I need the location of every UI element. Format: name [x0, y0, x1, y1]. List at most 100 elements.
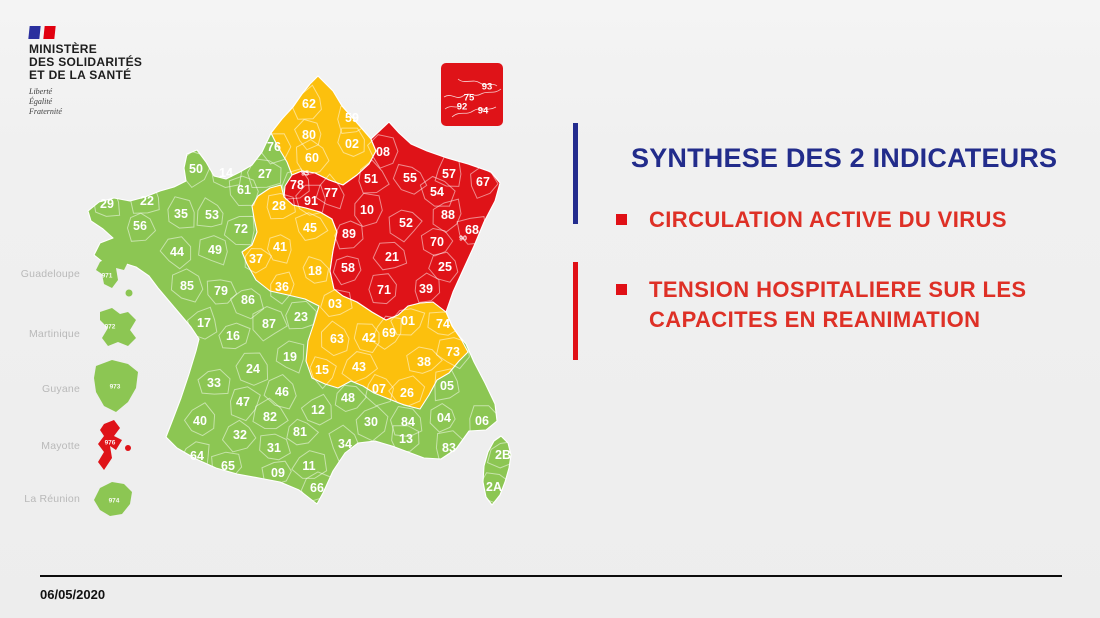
department-label-43: 43 — [352, 360, 366, 374]
department-label-85: 85 — [180, 279, 194, 293]
department-border — [294, 212, 329, 241]
department-border — [270, 271, 295, 305]
department-label-58: 58 — [341, 261, 355, 275]
department-border — [259, 433, 291, 461]
department-label-74: 74 — [436, 317, 450, 331]
inset-label-93: 93 — [482, 82, 493, 93]
department-label-63: 63 — [330, 332, 344, 346]
department-border — [406, 346, 443, 374]
department-label-21: 21 — [385, 250, 399, 264]
department-label-84: 84 — [401, 415, 415, 429]
ministry-name-line: DES SOLIDARITÉS — [29, 55, 143, 69]
department-label-17: 17 — [197, 316, 211, 330]
motto-line: Fraternité — [29, 107, 62, 116]
overseas-label-971: Guadeloupe — [20, 268, 80, 280]
department-border — [334, 384, 368, 413]
department-label-87: 87 — [262, 317, 276, 331]
department-border — [291, 450, 328, 479]
department-border — [315, 173, 345, 210]
overseas-numbers: 971 972 973 976 974 — [102, 273, 121, 505]
department-border — [228, 175, 259, 207]
department-border — [419, 175, 456, 207]
department-label-30: 30 — [364, 415, 378, 429]
bullet-text: CIRCULATION ACTIVE DU VIRUS — [649, 207, 1007, 232]
department-label-32: 32 — [233, 428, 247, 442]
department-label-22: 22 — [140, 194, 154, 208]
department-border — [229, 386, 261, 422]
department-border — [334, 220, 364, 250]
department-border — [368, 273, 397, 305]
department-border — [388, 209, 423, 243]
department-label-01: 01 — [401, 314, 415, 328]
department-border — [295, 184, 326, 216]
overseas-number-976: 976 — [105, 440, 116, 447]
department-label-12: 12 — [311, 403, 325, 417]
department-border — [252, 305, 288, 342]
overseas-number-974: 974 — [109, 498, 120, 505]
department-label-41: 41 — [273, 240, 287, 254]
department-label-79: 79 — [214, 284, 228, 298]
overseas-shape-guyane — [94, 360, 138, 412]
department-label-27: 27 — [258, 167, 272, 181]
department-border — [434, 368, 460, 402]
ministry-name: MINISTÈRE DES SOLIDARITÉS ET DE LA SANTÉ — [29, 43, 142, 82]
slide-date: 06/05/2020 — [40, 587, 106, 602]
department-label-38: 38 — [417, 355, 431, 369]
overseas-shape-mayotte — [98, 420, 122, 470]
department-border — [320, 288, 353, 318]
department-label-40: 40 — [193, 414, 207, 428]
department-label-25: 25 — [438, 260, 452, 274]
ministry-name-line: ET DE LA SANTÉ — [29, 68, 132, 82]
motto-line: Égalité — [29, 97, 53, 106]
department-label-16: 16 — [226, 329, 240, 343]
overseas-label-972: Martinique — [28, 328, 80, 340]
department-border — [246, 158, 282, 189]
department-border — [229, 288, 265, 320]
overseas-number-973: 973 — [110, 384, 121, 391]
department-label-15: 15 — [315, 363, 329, 377]
overseas-territories: 971 972 973 976 974 — [94, 256, 138, 516]
department-border — [337, 127, 365, 157]
region-corsica — [482, 435, 512, 506]
department-label-47: 47 — [236, 395, 250, 409]
department-border — [261, 460, 292, 485]
department-border — [295, 139, 330, 176]
department-border — [370, 315, 402, 350]
department-label-73: 73 — [446, 345, 460, 359]
department-label-54: 54 — [430, 185, 444, 199]
inset-label-94: 94 — [478, 106, 489, 117]
overseas-label-973: Guyane — [42, 383, 80, 395]
department-label-86: 86 — [241, 293, 255, 307]
department-label-90: 90 — [459, 236, 467, 243]
department-label-36: 36 — [275, 280, 289, 294]
department-border — [197, 368, 231, 395]
department-label-34: 34 — [338, 437, 352, 451]
department-label-88: 88 — [441, 208, 455, 222]
red-square-bullet-icon — [616, 214, 627, 225]
department-border — [486, 440, 511, 469]
department-label-03: 03 — [328, 297, 342, 311]
department-label-39: 39 — [419, 282, 433, 296]
department-label-24: 24 — [246, 362, 260, 376]
department-border — [388, 375, 426, 407]
department-border — [281, 168, 310, 200]
department-border — [366, 134, 399, 169]
department-border — [167, 196, 195, 229]
department-border — [196, 197, 224, 228]
department-border — [355, 405, 389, 442]
department-label-71: 71 — [377, 283, 391, 297]
department-label-18: 18 — [308, 264, 322, 278]
inset-label-92: 92 — [457, 102, 468, 113]
department-border — [320, 320, 350, 357]
overseas-islet-mayotte — [125, 445, 131, 451]
department-border — [300, 393, 332, 426]
red-square-bullet-icon — [616, 284, 627, 295]
bullet-tension: TENSION HOSPITALIERE SUR LES CAPACITES E… — [616, 275, 1064, 335]
department-label-45: 45 — [303, 221, 317, 235]
department-border — [159, 236, 192, 270]
department-label-46: 46 — [275, 385, 289, 399]
overseas-number-971: 971 — [102, 273, 113, 280]
department-label-11: 11 — [302, 459, 315, 473]
overseas-shape-la-reunion — [94, 482, 132, 516]
